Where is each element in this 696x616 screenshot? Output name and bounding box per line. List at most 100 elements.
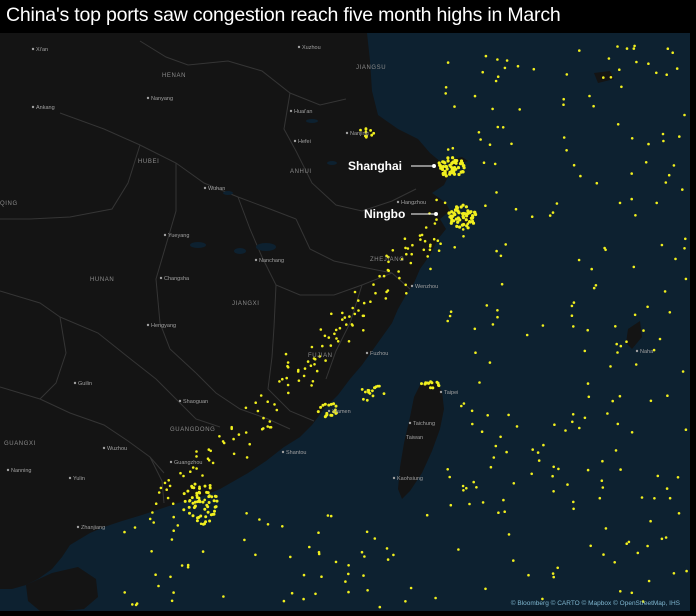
ship-dot <box>330 312 333 316</box>
ship-dot <box>674 257 677 261</box>
ship-dot <box>196 500 200 504</box>
ship-dot <box>347 590 350 594</box>
ship-dot <box>191 514 195 518</box>
ship-dot <box>404 600 407 603</box>
ship-dot <box>324 359 327 362</box>
province-henan: HENAN <box>162 73 186 79</box>
ship-dot <box>386 558 390 561</box>
ship-dot <box>615 342 618 346</box>
ship-dot <box>330 413 334 417</box>
ship-dot <box>646 305 649 309</box>
ship-dot <box>391 249 395 252</box>
ship-dot <box>201 522 205 526</box>
ship-dot <box>663 290 667 293</box>
map-attribution[interactable]: © Bloomberg © CARTO © Mapbox © OpenStree… <box>510 600 680 607</box>
city-nanyang: Nanyang <box>146 96 173 102</box>
ship-dot <box>630 431 634 434</box>
ship-dot <box>456 220 460 224</box>
ship-dot <box>278 380 281 383</box>
ship-dot <box>646 544 649 548</box>
ship-dot <box>297 379 301 383</box>
ship-dot <box>555 202 559 205</box>
ship-dot <box>595 181 599 185</box>
map[interactable]: HENAN JIANGSU HUBEI ANHUI QING ZHEJIANG … <box>0 33 690 611</box>
city-taichung: Taichung <box>408 421 435 427</box>
ship-dot <box>180 564 184 567</box>
svg-text:Nanning: Nanning <box>11 468 32 474</box>
ship-dot <box>571 420 574 424</box>
ship-dot <box>207 459 211 462</box>
ship-dot <box>450 210 454 214</box>
ship-dot <box>419 238 422 241</box>
svg-text:Xuzhou: Xuzhou <box>302 45 321 51</box>
ship-dot <box>363 555 366 558</box>
city-labels: Xi'an Xuzhou Nanyang Ankang Huai'an Hefe… <box>6 45 654 531</box>
ship-dot <box>353 290 357 294</box>
ship-dot <box>405 292 408 295</box>
ship-dot <box>640 496 644 499</box>
ship-dot <box>684 237 687 241</box>
ship-dot <box>320 575 323 578</box>
ship-dot <box>404 283 408 287</box>
ship-dot <box>319 405 323 409</box>
province-labels: HENAN JIANGSU HUBEI ANHUI QING ZHEJIANG … <box>0 65 404 447</box>
ship-dot <box>492 456 496 459</box>
ship-dot <box>123 530 126 534</box>
ship-dot <box>671 51 674 54</box>
city-nanning: Nanning <box>6 468 32 474</box>
ship-dot <box>473 211 477 215</box>
ship-dot <box>444 86 448 89</box>
ship-dot <box>323 402 327 406</box>
okinawa-island <box>626 321 642 349</box>
ship-dot <box>179 471 182 475</box>
ship-dot <box>451 160 455 164</box>
ship-dot <box>552 490 555 493</box>
ship-dot <box>485 304 489 307</box>
province-anhui: ANHUI <box>290 169 312 175</box>
ship-dot <box>429 267 432 271</box>
ship-dot <box>653 497 656 500</box>
ship-dot <box>444 174 448 178</box>
ship-dot <box>193 505 197 508</box>
ship-dot <box>382 392 386 395</box>
ship-dot <box>454 209 457 212</box>
ship-dot <box>266 425 270 428</box>
ship-dot <box>171 502 175 506</box>
ship-dot <box>351 306 355 310</box>
ship-dot <box>370 133 374 137</box>
ship-dot <box>198 491 202 495</box>
province-jiangxi: JIANGXI <box>232 301 260 307</box>
ship-dot <box>148 517 152 521</box>
ship-dot <box>195 494 199 497</box>
ship-dot <box>154 573 157 576</box>
ship-dot <box>425 513 429 517</box>
ship-dot <box>244 431 248 434</box>
ship-dot <box>243 538 246 542</box>
svg-text:Xi'an: Xi'an <box>36 47 48 53</box>
ship-dot <box>661 132 665 136</box>
ship-dot <box>418 234 422 237</box>
ship-dot <box>318 355 322 358</box>
ship-dot <box>470 409 474 413</box>
ship-dot <box>207 448 211 451</box>
ship-dot <box>660 537 664 541</box>
city-nanchang: Nanchang <box>254 258 284 264</box>
province-hubei: HUBEI <box>138 159 159 165</box>
ship-dot <box>435 218 438 221</box>
ship-dot <box>232 437 235 441</box>
ship-dot <box>635 60 638 64</box>
ship-dot <box>440 167 445 171</box>
ship-dot <box>494 79 498 83</box>
city-xian: Xi'an <box>31 47 48 53</box>
ship-dot <box>446 148 450 151</box>
ship-dot <box>344 580 347 583</box>
ship-dot <box>465 214 469 218</box>
ship-dot <box>268 420 272 423</box>
ship-dot <box>319 328 323 331</box>
ship-dot <box>565 73 569 76</box>
ship-dot <box>332 402 336 406</box>
ship-dot <box>428 248 432 252</box>
ship-dot <box>222 595 225 598</box>
ship-dot <box>210 495 214 499</box>
ship-dot <box>378 384 381 388</box>
